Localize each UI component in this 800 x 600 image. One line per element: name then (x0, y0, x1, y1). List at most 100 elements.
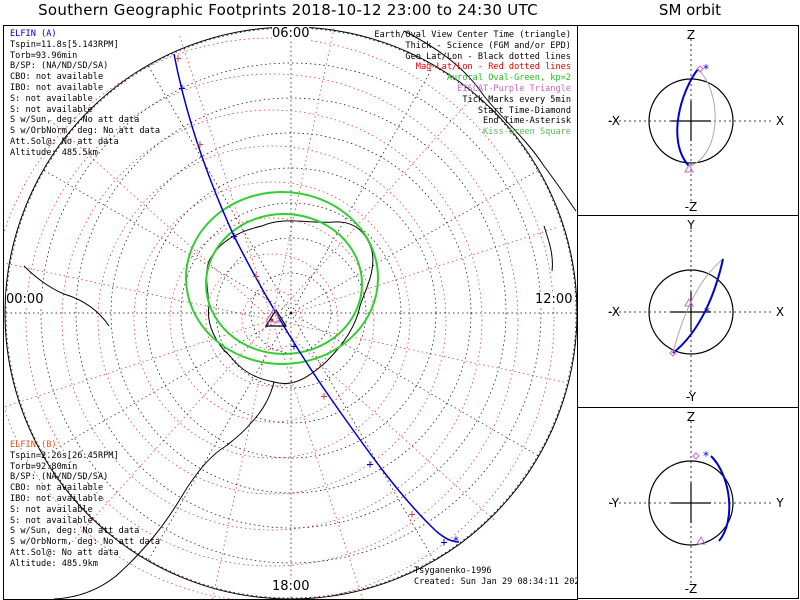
geo-lon-line (290, 312, 539, 457)
australia-coast (403, 30, 577, 212)
elfin-a-line-5: S: not available (10, 93, 93, 104)
legend-item-4: Auroral Oval-Green, kp=2 (446, 73, 571, 84)
elfin-b-line-9: Att.Sol@: No att data (10, 547, 119, 558)
view-center-triangle (684, 297, 694, 307)
eiscat-triangle (265, 306, 281, 323)
mag-lon-line (271, 226, 558, 321)
start-diamond (669, 349, 677, 357)
axis-label-top: Z (687, 28, 695, 42)
axis-label-right: X (776, 305, 784, 319)
geo-lat-circle (250, 272, 332, 354)
elfin-a-line-4: IBO: not available (10, 82, 104, 93)
geo-lat-circle (215, 237, 367, 389)
time-label-06: 06:00 (272, 26, 310, 41)
auroral-oval (185, 191, 379, 365)
track-tick: + (290, 339, 297, 353)
oval-poleward (185, 191, 379, 365)
elfin-a-info: ELFIN (A) Tspin=11.8s[5.143RPM] Torb=93.9… (10, 29, 160, 158)
geo-lon-line (147, 65, 292, 314)
elfin-b-line-5: S: not available (10, 504, 93, 515)
geo-lon-line (290, 169, 539, 314)
geo-lat-circle (40, 62, 542, 564)
oval-equatorward (205, 213, 363, 355)
mag-lon-line (48, 119, 273, 321)
elfin-a-track: + + + + + + + + + + * (173, 51, 460, 549)
elfin-b-name: ELFIN (B) (10, 440, 57, 450)
axis-label-top: Y (686, 218, 695, 232)
center-triangle (264, 308, 288, 327)
orbit-view-xy: Y -Y -X X * (577, 215, 799, 408)
mag-lat-circle (25, 73, 519, 567)
antarctica-outline (206, 220, 374, 384)
view-center-triangle (684, 163, 694, 173)
orbit-track-blue (672, 258, 724, 354)
axis-label-bottom: -Z (685, 582, 698, 596)
end-asterisk: * (702, 62, 709, 76)
legend-item-9: Kiss-Green Square (483, 127, 571, 138)
elfin-a-line-6: S: not available (10, 104, 93, 115)
elfin-b-line-4: IBO: not available (10, 493, 104, 504)
orbit-view-0-plot: Z -Z -X X * (608, 28, 784, 214)
africa-coast (23, 265, 110, 327)
mag-lon-line (271, 319, 496, 521)
legend-item-5: EISCAT-Purple Triangle (457, 83, 571, 94)
elfin-b-line-8: S w/OrbNorm, deg: No att data (10, 537, 161, 548)
mag-lon-line (4, 319, 273, 408)
mag-lat-circle (241, 289, 303, 351)
elfin-a-line-7: S w/Sun, deg: No att data (10, 115, 140, 126)
orbit-track-blue (676, 68, 699, 167)
model-credit: Tsyganenko-1996 (414, 566, 492, 576)
orbit-projection-grey (672, 258, 724, 354)
elfin-a-line-0: Tspin=11.8s[5.143RPM] (10, 39, 119, 50)
axis-label-left: -Y (609, 496, 620, 510)
axis-label-bottom: -Z (685, 200, 698, 214)
elfin-b-line-7: S w/Sun, deg: No att data (10, 526, 140, 537)
start-diamond (696, 65, 704, 73)
elfin-a-line-9: Att.Sol@: No att data (10, 136, 119, 147)
elfin-b-line-3: CBO: not available (10, 483, 104, 494)
axis-label-right: Y (775, 496, 784, 510)
elfin-a-line-2: B/SP: (NA/ND/SD/SA) (10, 61, 109, 72)
elfin-b-line-1: Torb=92.80min (10, 461, 78, 472)
elfin-a-name: ELFIN (A) (10, 29, 57, 39)
antarctica-coastline (23, 30, 577, 599)
footprint-map-panel: + + + + + + + + + + * ELFIN (A) Tspin=11.8s[5.143R… (3, 25, 578, 600)
track-tick: + (178, 81, 185, 95)
mag-lon-line (271, 96, 473, 321)
start-diamond (692, 452, 700, 460)
end-asterisk: * (452, 534, 459, 548)
legend-item-2: Geo Lat/Lon - Black dotted lines (405, 51, 571, 62)
mag-lon-line (271, 319, 566, 383)
axis-label-left: -X (608, 114, 620, 128)
mag-lon-line (4, 262, 273, 321)
time-label-12: 12:00 (535, 292, 573, 307)
track-tick: + (196, 137, 203, 151)
track-tick: + (408, 507, 415, 521)
orbit-view-xz: Z -Z -X X * (577, 25, 799, 216)
view-center-triangle (696, 535, 706, 545)
axis-label-bottom: -Y (686, 390, 697, 404)
elfin-a-line-8: S w/OrbNorm, deg: No att data (10, 126, 161, 137)
elfin-b-line-6: S: not available (10, 515, 93, 526)
end-asterisk: * (703, 305, 710, 319)
new-zealand-coast (543, 225, 553, 272)
track-tick: + (320, 389, 327, 403)
mag-latlon-grid (4, 26, 566, 599)
track-tick: + (230, 229, 237, 243)
mag-lon-line (212, 319, 273, 599)
south-america-coast (53, 445, 227, 599)
track-line (173, 53, 460, 543)
geo-lat-circle (75, 97, 507, 529)
antarctic-peninsula (225, 381, 275, 447)
track-tick: + (440, 535, 447, 549)
axis-label-top: Z (687, 410, 695, 424)
mag-lat-circle (133, 181, 411, 459)
elfin-b-details: Tspin=2.26s[26.45RPM] Torb=92.80min B/SP: … (10, 451, 160, 569)
time-label-00: 00:00 (6, 292, 44, 307)
orbit-projection-grey (690, 68, 716, 167)
geo-lon-line (43, 169, 292, 314)
orbit-view-2-plot: Z -Z -Y Y * (609, 410, 784, 596)
legend-item-1: Thick - Science (FGM and/or EPD) (405, 40, 571, 51)
elfin-b-info: ELFIN (B) Tspin=2.26s[26.45RPM] Torb=92.8… (10, 440, 160, 569)
elfin-a-details: Tspin=11.8s[5.143RPM] Torb=93.96min B/SP: … (10, 39, 160, 158)
